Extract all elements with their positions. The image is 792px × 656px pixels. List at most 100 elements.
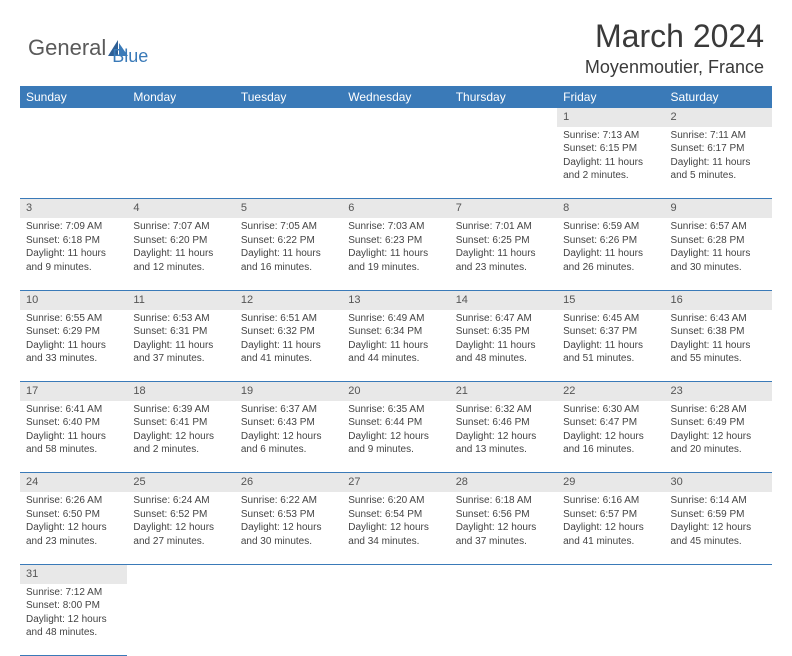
- sunrise-text: Sunrise: 6:55 AM: [26, 312, 121, 326]
- day-number-cell: 28: [450, 473, 557, 492]
- day-number-cell: 25: [127, 473, 234, 492]
- sunrise-text: Sunrise: 6:22 AM: [241, 494, 336, 508]
- daylight-text: and 5 minutes.: [671, 169, 766, 183]
- day-cell: Sunrise: 6:26 AMSunset: 6:50 PMDaylight:…: [20, 492, 127, 564]
- day-number-cell: 5: [235, 199, 342, 218]
- day-number-cell: 7: [450, 199, 557, 218]
- daylight-text: and 37 minutes.: [456, 535, 551, 549]
- sunset-text: Sunset: 6:31 PM: [133, 325, 228, 339]
- day-number-cell: 23: [665, 382, 772, 401]
- sunrise-text: Sunrise: 7:12 AM: [26, 586, 121, 600]
- day-cell: Sunrise: 6:28 AMSunset: 6:49 PMDaylight:…: [665, 401, 772, 473]
- daylight-text: Daylight: 12 hours: [671, 521, 766, 535]
- daylight-text: Daylight: 11 hours: [241, 339, 336, 353]
- day-number-cell: 6: [342, 199, 449, 218]
- sunrise-text: Sunrise: 6:41 AM: [26, 403, 121, 417]
- day-cell: Sunrise: 6:41 AMSunset: 6:40 PMDaylight:…: [20, 401, 127, 473]
- daynum-row: 3456789: [20, 199, 772, 218]
- sunrise-text: Sunrise: 7:05 AM: [241, 220, 336, 234]
- sunset-text: Sunset: 6:25 PM: [456, 234, 551, 248]
- week-row: Sunrise: 6:41 AMSunset: 6:40 PMDaylight:…: [20, 401, 772, 473]
- day-number-cell: 13: [342, 290, 449, 309]
- weekday-header: Wednesday: [342, 86, 449, 108]
- daylight-text: Daylight: 11 hours: [563, 156, 658, 170]
- sunset-text: Sunset: 6:35 PM: [456, 325, 551, 339]
- daylight-text: and 19 minutes.: [348, 261, 443, 275]
- sunrise-text: Sunrise: 7:07 AM: [133, 220, 228, 234]
- day-number-cell: 31: [20, 564, 127, 583]
- day-number-cell: [342, 108, 449, 127]
- sunset-text: Sunset: 6:23 PM: [348, 234, 443, 248]
- daylight-text: and 30 minutes.: [241, 535, 336, 549]
- day-cell: [342, 127, 449, 199]
- daylight-text: Daylight: 12 hours: [241, 430, 336, 444]
- day-number-cell: [665, 564, 772, 583]
- daylight-text: and 26 minutes.: [563, 261, 658, 275]
- day-number-cell: 10: [20, 290, 127, 309]
- sunset-text: Sunset: 6:28 PM: [671, 234, 766, 248]
- day-number-cell: 12: [235, 290, 342, 309]
- weekday-header: Thursday: [450, 86, 557, 108]
- daylight-text: and 33 minutes.: [26, 352, 121, 366]
- day-cell: Sunrise: 6:53 AMSunset: 6:31 PMDaylight:…: [127, 310, 234, 382]
- daynum-row: 10111213141516: [20, 290, 772, 309]
- week-row: Sunrise: 7:13 AMSunset: 6:15 PMDaylight:…: [20, 127, 772, 199]
- daylight-text: and 48 minutes.: [456, 352, 551, 366]
- daylight-text: Daylight: 12 hours: [26, 521, 121, 535]
- daylight-text: Daylight: 11 hours: [241, 247, 336, 261]
- day-cell: Sunrise: 6:20 AMSunset: 6:54 PMDaylight:…: [342, 492, 449, 564]
- sunrise-text: Sunrise: 6:49 AM: [348, 312, 443, 326]
- day-cell: Sunrise: 7:03 AMSunset: 6:23 PMDaylight:…: [342, 218, 449, 290]
- sunset-text: Sunset: 8:00 PM: [26, 599, 121, 613]
- sunrise-text: Sunrise: 6:37 AM: [241, 403, 336, 417]
- daynum-row: 31: [20, 564, 772, 583]
- weekday-header: Monday: [127, 86, 234, 108]
- day-cell: Sunrise: 6:14 AMSunset: 6:59 PMDaylight:…: [665, 492, 772, 564]
- sunrise-text: Sunrise: 6:57 AM: [671, 220, 766, 234]
- day-cell: [342, 584, 449, 656]
- day-number-cell: 15: [557, 290, 664, 309]
- weekday-header: Friday: [557, 86, 664, 108]
- day-number-cell: [20, 108, 127, 127]
- day-number-cell: [450, 564, 557, 583]
- sunset-text: Sunset: 6:40 PM: [26, 416, 121, 430]
- day-cell: [665, 584, 772, 656]
- sunset-text: Sunset: 6:32 PM: [241, 325, 336, 339]
- day-number-cell: 8: [557, 199, 664, 218]
- day-cell: Sunrise: 6:43 AMSunset: 6:38 PMDaylight:…: [665, 310, 772, 382]
- day-number-cell: [557, 564, 664, 583]
- daylight-text: Daylight: 12 hours: [133, 521, 228, 535]
- sunrise-text: Sunrise: 6:26 AM: [26, 494, 121, 508]
- daylight-text: and 12 minutes.: [133, 261, 228, 275]
- sunset-text: Sunset: 6:44 PM: [348, 416, 443, 430]
- sunrise-text: Sunrise: 7:13 AM: [563, 129, 658, 143]
- day-cell: [235, 584, 342, 656]
- sunset-text: Sunset: 6:37 PM: [563, 325, 658, 339]
- sunrise-text: Sunrise: 7:03 AM: [348, 220, 443, 234]
- daylight-text: Daylight: 12 hours: [26, 613, 121, 627]
- sunset-text: Sunset: 6:54 PM: [348, 508, 443, 522]
- daylight-text: and 2 minutes.: [133, 443, 228, 457]
- sunrise-text: Sunrise: 6:39 AM: [133, 403, 228, 417]
- titles: March 2024 Moyenmoutier, France: [585, 18, 764, 78]
- calendar-table: Sunday Monday Tuesday Wednesday Thursday…: [20, 86, 772, 656]
- sunrise-text: Sunrise: 7:09 AM: [26, 220, 121, 234]
- day-number-cell: [127, 108, 234, 127]
- sunrise-text: Sunrise: 6:43 AM: [671, 312, 766, 326]
- sunset-text: Sunset: 6:43 PM: [241, 416, 336, 430]
- day-number-cell: 29: [557, 473, 664, 492]
- sunset-text: Sunset: 6:47 PM: [563, 416, 658, 430]
- sunrise-text: Sunrise: 6:14 AM: [671, 494, 766, 508]
- daylight-text: Daylight: 12 hours: [241, 521, 336, 535]
- day-number-cell: 18: [127, 382, 234, 401]
- day-number-cell: 20: [342, 382, 449, 401]
- week-row: Sunrise: 7:09 AMSunset: 6:18 PMDaylight:…: [20, 218, 772, 290]
- day-cell: Sunrise: 7:05 AMSunset: 6:22 PMDaylight:…: [235, 218, 342, 290]
- day-number-cell: 17: [20, 382, 127, 401]
- daylight-text: Daylight: 11 hours: [26, 430, 121, 444]
- sunrise-text: Sunrise: 6:24 AM: [133, 494, 228, 508]
- sunset-text: Sunset: 6:29 PM: [26, 325, 121, 339]
- daylight-text: and 6 minutes.: [241, 443, 336, 457]
- daylight-text: Daylight: 11 hours: [563, 247, 658, 261]
- daylight-text: Daylight: 12 hours: [456, 430, 551, 444]
